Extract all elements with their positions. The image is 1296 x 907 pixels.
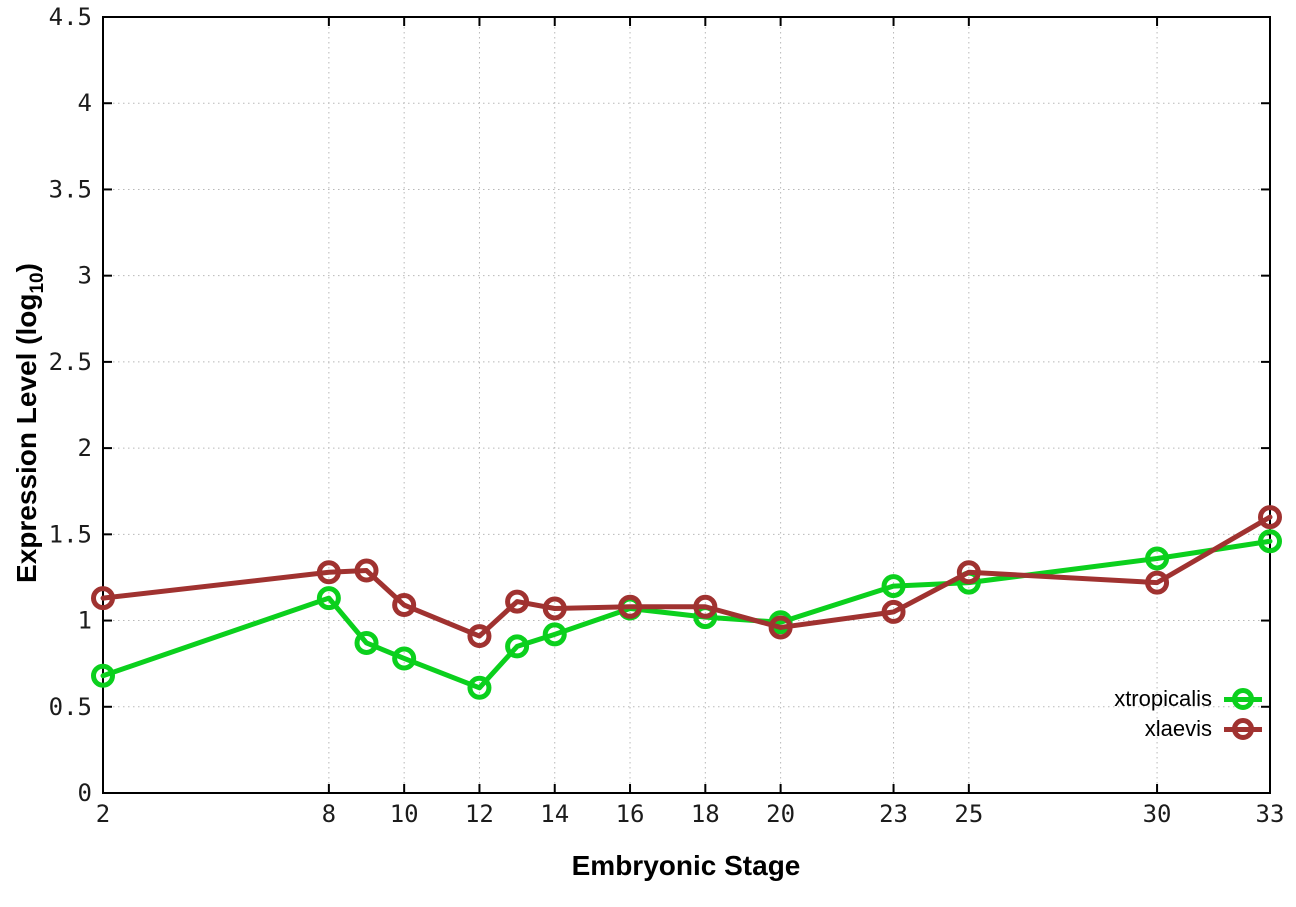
data-point-marker [881, 574, 906, 599]
svg-text:3: 3 [78, 262, 92, 290]
svg-text:2.5: 2.5 [49, 348, 92, 376]
svg-text:8: 8 [322, 800, 336, 828]
svg-text:14: 14 [540, 800, 569, 828]
gridlines [103, 17, 1270, 793]
data-point-marker [693, 594, 718, 619]
legend-sample-xlaevis [1224, 716, 1262, 742]
svg-text:18: 18 [691, 800, 720, 828]
series-xlaevis [91, 505, 1282, 649]
series-line-xtropicalis [100, 538, 1273, 691]
data-point-marker [392, 646, 417, 671]
svg-text:23: 23 [879, 800, 908, 828]
svg-text:33: 33 [1256, 800, 1285, 828]
svg-text:10: 10 [390, 800, 419, 828]
svg-text:12: 12 [465, 800, 494, 828]
data-point-marker [467, 675, 492, 700]
data-point-marker [354, 630, 379, 655]
legend-sample-xtropicalis [1224, 686, 1262, 712]
legend-circle-marker-icon [1232, 688, 1254, 710]
axis-ticks [102, 16, 1271, 794]
series-xtropicalis [91, 529, 1282, 700]
data-point-marker [505, 589, 530, 614]
data-point-marker [542, 622, 567, 647]
plot-border [102, 16, 1271, 794]
svg-text:2: 2 [78, 434, 92, 462]
data-point-marker [392, 593, 417, 618]
svg-text:0.5: 0.5 [49, 693, 92, 721]
svg-text:4: 4 [78, 89, 92, 117]
data-point-marker [467, 624, 492, 649]
x-axis-title: Embryonic Stage [571, 850, 801, 881]
legend-entry-xtropicalis: xtropicalis [1114, 686, 1262, 712]
svg-text:4.5: 4.5 [49, 3, 92, 31]
y-axis-title-subscript: 10 [26, 272, 48, 294]
svg-text:1.5: 1.5 [49, 520, 92, 548]
y-axis-title: Expression Level (log10) [11, 263, 49, 583]
legend: xtropicalis xlaevis [1114, 686, 1262, 742]
data-point-marker [542, 596, 567, 621]
data-point-marker [316, 586, 341, 611]
svg-text:2: 2 [96, 800, 110, 828]
svg-text:0: 0 [78, 779, 92, 807]
legend-label-xtropicalis: xtropicalis [1114, 686, 1212, 711]
data-point-marker [1258, 505, 1282, 530]
data-point-marker [1145, 570, 1170, 595]
data-point-marker [316, 560, 341, 585]
legend-circle-marker-icon [1232, 718, 1254, 740]
data-point-marker [354, 558, 379, 583]
data-point-marker [91, 586, 115, 611]
y-axis-title-close: ) [11, 263, 43, 273]
data-point-marker [956, 560, 981, 585]
y-axis-title-text: Expression Level (log [11, 293, 43, 583]
svg-text:3.5: 3.5 [49, 175, 92, 203]
legend-label-xlaevis: xlaevis [1144, 716, 1212, 741]
data-point-marker [618, 594, 643, 619]
data-point-marker [91, 663, 115, 688]
svg-text:1: 1 [78, 607, 92, 635]
svg-text:16: 16 [616, 800, 645, 828]
y-tick-labels: 0 0.5 1 1.5 2 2.5 3 3.5 4 4.5 [49, 3, 92, 807]
data-point-marker [881, 599, 906, 624]
data-point-marker [768, 615, 793, 640]
svg-text:30: 30 [1143, 800, 1172, 828]
svg-text:25: 25 [954, 800, 983, 828]
data-point-marker [1145, 546, 1170, 571]
data-point-marker [1258, 529, 1282, 554]
x-tick-labels: 2 8 10 12 14 16 18 20 23 25 30 33 [96, 800, 1285, 828]
svg-text:20: 20 [766, 800, 795, 828]
data-point-marker [505, 634, 530, 659]
legend-entry-xlaevis: xlaevis [1145, 716, 1262, 742]
